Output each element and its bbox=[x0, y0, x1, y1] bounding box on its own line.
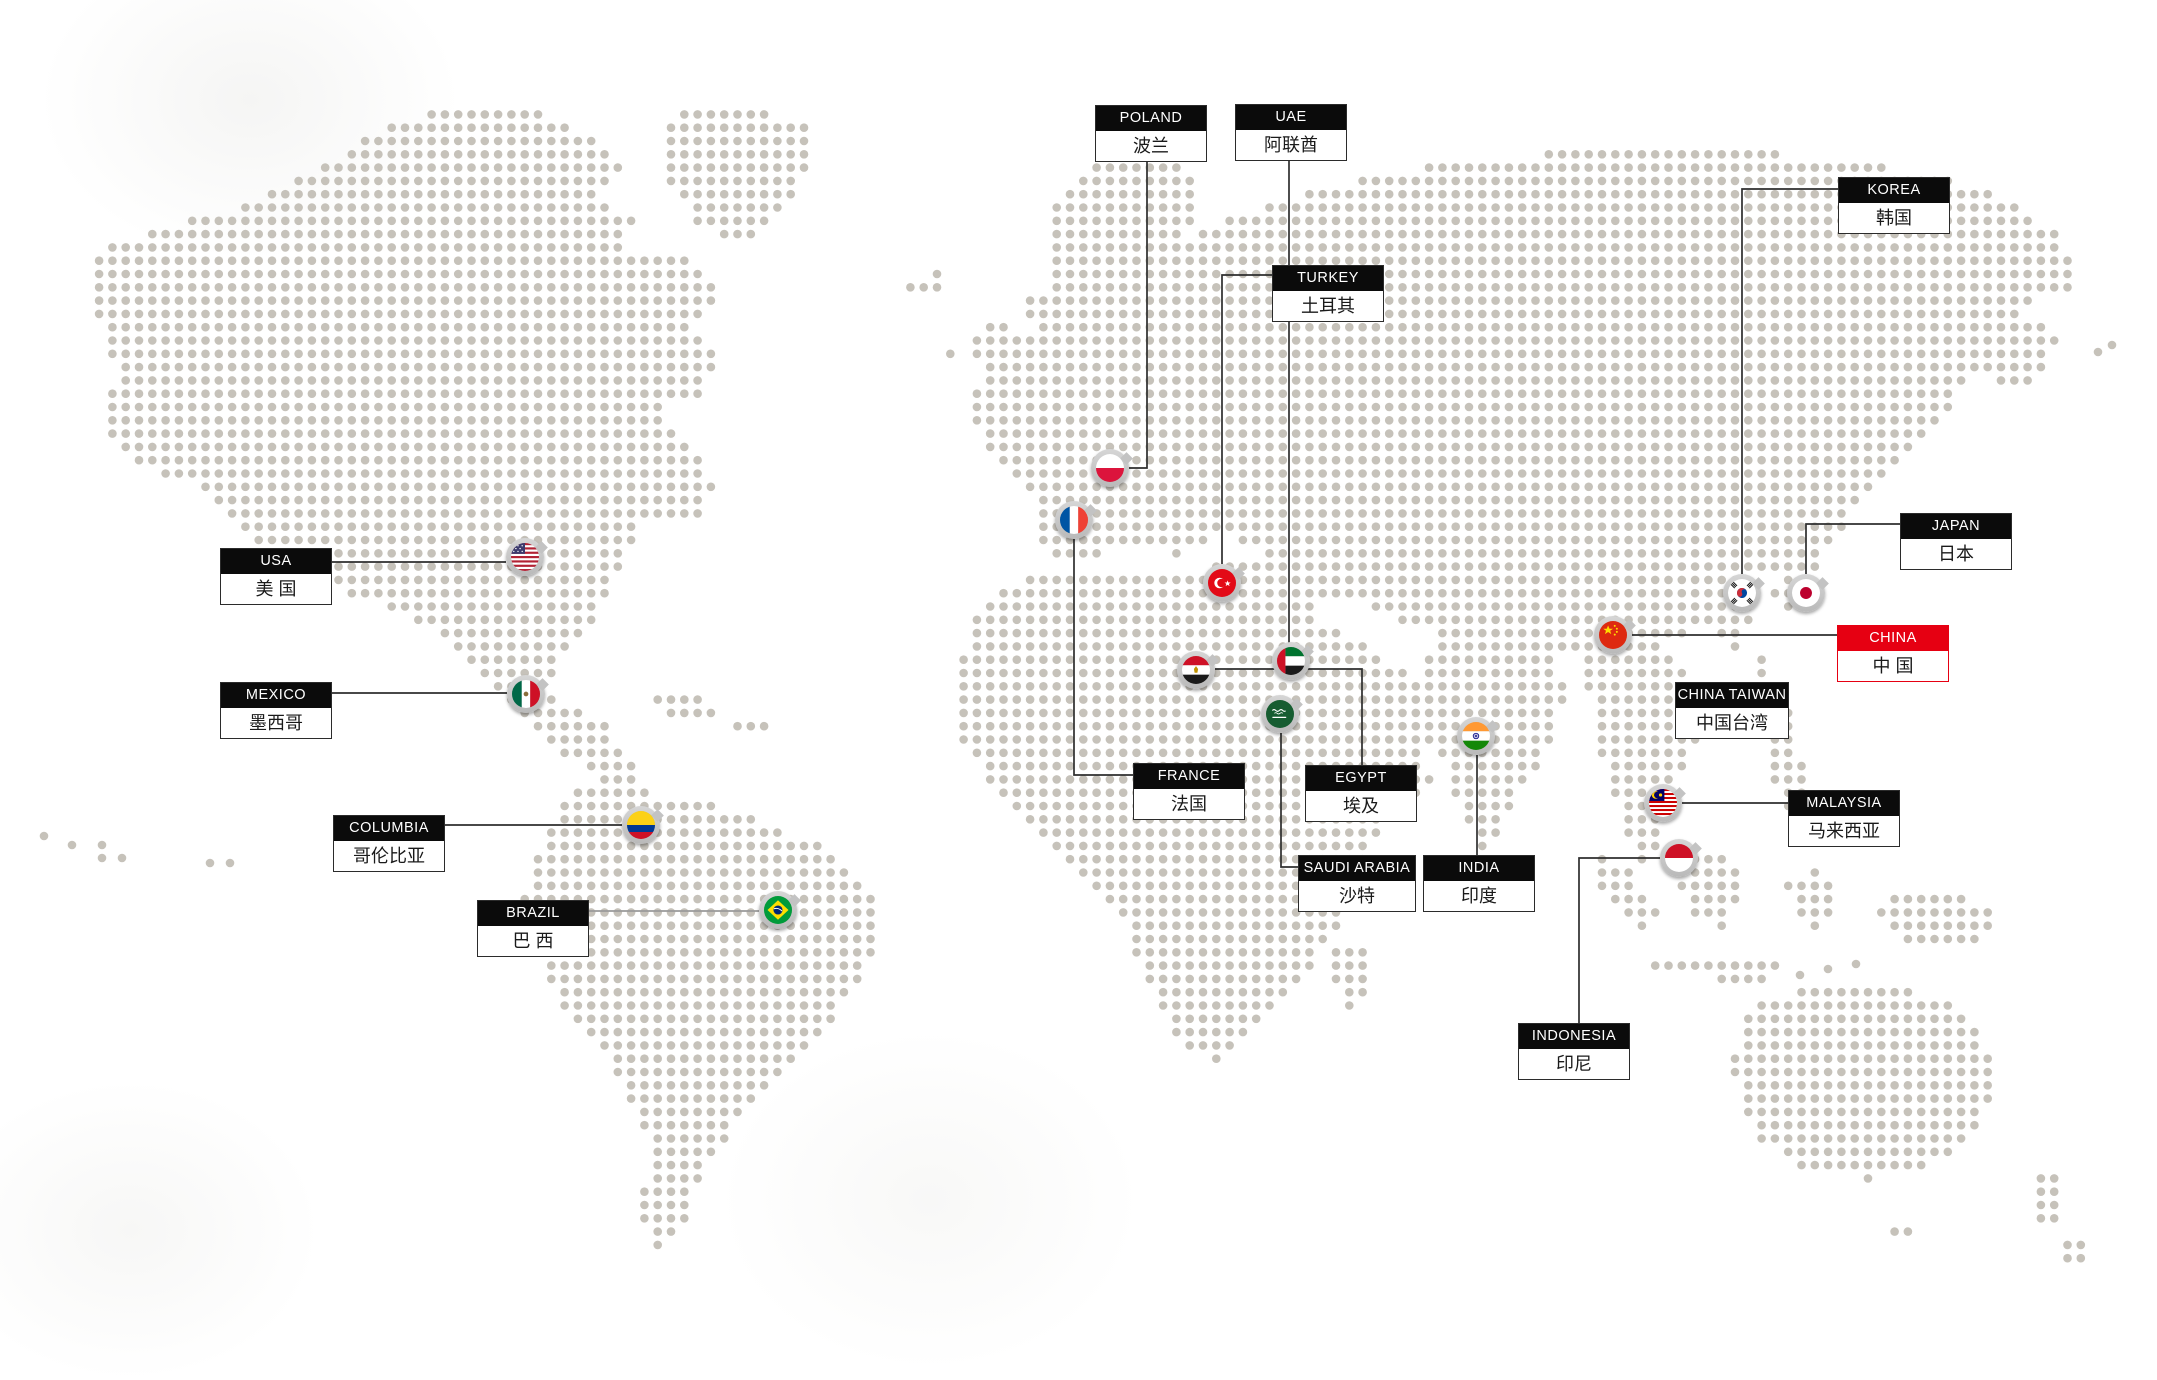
pin-saudi-arabia[interactable] bbox=[1261, 695, 1299, 733]
pin-turkey[interactable] bbox=[1203, 564, 1241, 602]
label-japan-zh: 日本 bbox=[1938, 544, 1974, 564]
label-france: FRANCE 法国 bbox=[1133, 763, 1245, 820]
pin-columbia[interactable] bbox=[622, 806, 660, 844]
pin-usa[interactable] bbox=[506, 538, 544, 576]
pin-poland[interactable] bbox=[1091, 449, 1129, 487]
label-indonesia-zh: 印尼 bbox=[1556, 1054, 1592, 1074]
pin-korea[interactable] bbox=[1723, 574, 1761, 612]
label-korea: KOREA 韩国 bbox=[1838, 177, 1950, 234]
label-japan: JAPAN 日本 bbox=[1900, 513, 2012, 570]
france-flag-icon bbox=[1060, 506, 1088, 534]
label-brazil: BRAZIL 巴 西 bbox=[477, 900, 589, 957]
label-china-taiwan: CHINA TAIWAN 中国台湾 bbox=[1675, 682, 1789, 739]
korea-flag-icon bbox=[1728, 579, 1756, 607]
pin-mexico[interactable] bbox=[507, 675, 545, 713]
label-china-zh: 中 国 bbox=[1872, 656, 1914, 676]
label-malaysia-en: MALAYSIA bbox=[1789, 791, 1899, 816]
label-turkey-zh: 土耳其 bbox=[1301, 296, 1355, 316]
pin-egypt[interactable] bbox=[1177, 651, 1215, 689]
label-china-taiwan-en: CHINA TAIWAN bbox=[1676, 683, 1788, 708]
label-saudi-arabia-en: SAUDI ARABIA bbox=[1299, 856, 1415, 881]
label-saudi-arabia-zh: 沙特 bbox=[1339, 886, 1375, 906]
label-poland: POLAND 波兰 bbox=[1095, 105, 1207, 162]
pin-china[interactable] bbox=[1594, 616, 1632, 654]
label-brazil-en: BRAZIL bbox=[478, 901, 588, 926]
label-usa-zh: 美 国 bbox=[255, 579, 297, 599]
label-korea-en: KOREA bbox=[1839, 178, 1949, 203]
label-france-zh: 法国 bbox=[1171, 794, 1207, 814]
label-columbia-en: COLUMBIA bbox=[334, 816, 444, 841]
pin-brazil[interactable] bbox=[759, 891, 797, 929]
pin-india[interactable] bbox=[1457, 717, 1495, 755]
label-china-taiwan-zh: 中国台湾 bbox=[1696, 713, 1768, 733]
label-egypt-zh: 埃及 bbox=[1343, 796, 1379, 816]
usa-flag-icon bbox=[511, 543, 539, 571]
label-poland-en: POLAND bbox=[1096, 106, 1206, 131]
indonesia-flag-icon bbox=[1665, 844, 1693, 872]
china-flag-icon bbox=[1599, 621, 1627, 649]
india-flag-icon bbox=[1462, 722, 1490, 750]
mexico-flag-icon bbox=[512, 680, 540, 708]
pin-france[interactable] bbox=[1055, 501, 1093, 539]
label-indonesia-en: INDONESIA bbox=[1519, 1024, 1629, 1049]
uae-flag-icon bbox=[1277, 647, 1305, 675]
dotted-map-canvas bbox=[39, 110, 2117, 1263]
label-india-en: INDIA bbox=[1424, 856, 1534, 881]
label-usa: USA 美 国 bbox=[220, 548, 332, 605]
label-china: CHINA 中 国 bbox=[1837, 625, 1949, 682]
label-korea-zh: 韩国 bbox=[1876, 208, 1912, 228]
label-uae: UAE 阿联酋 bbox=[1235, 104, 1347, 161]
label-mexico-en: MEXICO bbox=[221, 683, 331, 708]
label-brazil-zh: 巴 西 bbox=[512, 931, 554, 951]
columbia-flag-icon bbox=[627, 811, 655, 839]
japan-flag-icon bbox=[1792, 579, 1820, 607]
saudi-arabia-flag-icon bbox=[1266, 700, 1294, 728]
malaysia-flag-icon bbox=[1649, 789, 1677, 817]
label-usa-en: USA bbox=[221, 549, 331, 574]
pin-indonesia[interactable] bbox=[1660, 839, 1698, 877]
label-mexico-zh: 墨西哥 bbox=[249, 713, 303, 733]
turkey-flag-icon bbox=[1208, 569, 1236, 597]
brazil-flag-icon bbox=[764, 896, 792, 924]
label-egypt: EGYPT 埃及 bbox=[1305, 765, 1417, 822]
label-turkey-en: TURKEY bbox=[1273, 266, 1383, 291]
label-mexico: MEXICO 墨西哥 bbox=[220, 682, 332, 739]
poland-flag-icon bbox=[1096, 454, 1124, 482]
pin-japan[interactable] bbox=[1787, 574, 1825, 612]
pin-malaysia[interactable] bbox=[1644, 784, 1682, 822]
world-map: USA 美 国 MEXICO 墨西哥 COLUMBIA 哥伦比亚 BRAZIL 巴 西 … bbox=[0, 0, 2157, 1328]
label-china-en: CHINA bbox=[1838, 626, 1948, 651]
label-columbia: COLUMBIA 哥伦比亚 bbox=[333, 815, 445, 872]
label-saudi-arabia: SAUDI ARABIA 沙特 bbox=[1298, 855, 1416, 912]
label-columbia-zh: 哥伦比亚 bbox=[353, 846, 425, 866]
label-uae-zh: 阿联酋 bbox=[1264, 135, 1318, 155]
label-india-zh: 印度 bbox=[1461, 886, 1497, 906]
label-france-en: FRANCE bbox=[1134, 764, 1244, 789]
label-poland-zh: 波兰 bbox=[1133, 136, 1169, 156]
label-india: INDIA 印度 bbox=[1423, 855, 1535, 912]
label-uae-en: UAE bbox=[1236, 105, 1346, 130]
label-egypt-en: EGYPT bbox=[1306, 766, 1416, 791]
egypt-flag-icon bbox=[1182, 656, 1210, 684]
label-malaysia-zh: 马来西亚 bbox=[1808, 821, 1880, 841]
label-malaysia: MALAYSIA 马来西亚 bbox=[1788, 790, 1900, 847]
label-indonesia: INDONESIA 印尼 bbox=[1518, 1023, 1630, 1080]
label-turkey: TURKEY 土耳其 bbox=[1272, 265, 1384, 322]
pin-uae[interactable] bbox=[1272, 642, 1310, 680]
label-japan-en: JAPAN bbox=[1901, 514, 2011, 539]
